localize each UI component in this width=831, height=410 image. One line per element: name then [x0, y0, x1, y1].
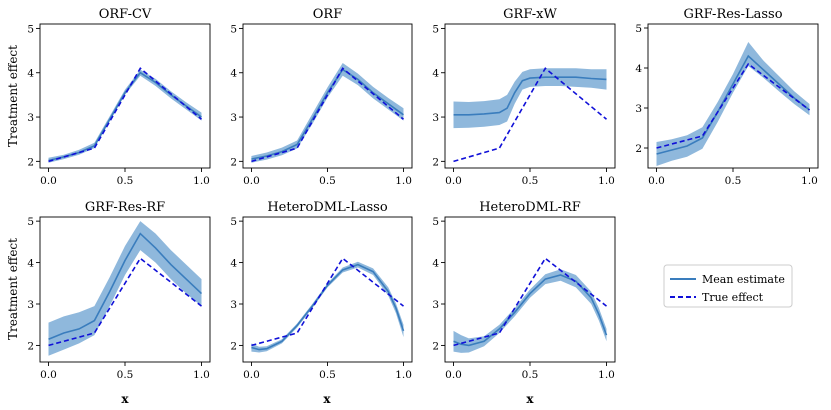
true-effect-line — [251, 257, 404, 347]
mean-estimate-line — [656, 54, 810, 155]
true-effect-line — [453, 67, 608, 163]
true-effect-line — [48, 67, 203, 163]
y-tick-label: 2 — [635, 143, 642, 155]
true-effect-line — [453, 257, 607, 347]
y-tick-label: 5 — [27, 216, 34, 228]
x-tick-label: 0.5 — [319, 175, 336, 187]
x-tick-label: 0.0 — [648, 175, 665, 187]
y-tick-label: 5 — [230, 23, 237, 35]
y-tick-label: 4 — [432, 68, 439, 80]
mean-estimate-line — [453, 76, 607, 116]
y-tick-label: 3 — [635, 103, 642, 115]
mean-estimate-line — [251, 68, 404, 160]
ylabel-row2: Treatment effect — [6, 238, 20, 340]
x-tick-label: 0.5 — [117, 369, 134, 381]
subplot-title: ORF — [313, 7, 342, 22]
y-tick-label: 3 — [432, 299, 439, 311]
subplot-title: GRF-Res-Lasso — [683, 7, 782, 22]
y-tick-label: 4 — [432, 258, 439, 270]
x-tick-label: 0.0 — [445, 175, 462, 187]
y-tick-label: 5 — [432, 23, 439, 35]
confidence-band — [48, 221, 202, 356]
mean-estimate-line — [48, 71, 202, 162]
subplot-4: 0.0 0.5 1.0 2 3 4 5 GRF-Res-Lasso — [635, 7, 819, 187]
confidence-band — [48, 69, 202, 163]
x-tick-label: 0.0 — [445, 369, 462, 381]
x-tick-label: 1.0 — [193, 175, 210, 187]
mean-estimate-line — [453, 274, 608, 347]
xlabel-col1: x — [121, 392, 129, 406]
x-tick-label: 1.0 — [395, 369, 412, 381]
subplot-7: 0.0 0.5 1.0 2 3 4 5 HeteroDML-RF — [432, 200, 616, 381]
subplot-5: 0.0 0.5 1.0 2 3 4 5 GRF-Res-RF — [27, 200, 211, 381]
y-tick-label: 3 — [230, 299, 237, 311]
y-tick-label: 5 — [635, 23, 642, 35]
y-tick-label: 2 — [230, 156, 237, 168]
x-tick-label: 1.0 — [395, 175, 412, 187]
legend: Mean estimate True effect — [663, 264, 793, 308]
x-tick-label: 0.5 — [725, 175, 742, 187]
x-tick-label: 1.0 — [598, 369, 615, 381]
ylabel-row1: Treatment effect — [6, 45, 20, 147]
x-tick-label: 1.0 — [193, 369, 210, 381]
legend-mean-label: Mean estimate — [702, 273, 785, 286]
x-tick-label: 0.5 — [319, 369, 336, 381]
y-tick-label: 4 — [230, 258, 237, 270]
y-tick-label: 4 — [230, 68, 237, 80]
confidence-band — [656, 42, 810, 166]
confidence-band — [453, 269, 607, 353]
y-tick-label: 4 — [635, 63, 642, 75]
y-tick-label: 3 — [230, 112, 237, 124]
y-tick-label: 2 — [432, 156, 439, 168]
subplot-6: 0.0 0.5 1.0 2 3 4 5 HeteroDML-Lasso — [230, 200, 413, 381]
y-tick-label: 4 — [27, 68, 34, 80]
subplot-2: 0.0 0.5 1.0 2 3 4 5 ORF — [230, 7, 413, 187]
xlabel-col2: x — [323, 392, 331, 406]
x-tick-label: 0.5 — [117, 175, 134, 187]
true-effect-line — [251, 67, 405, 163]
x-tick-label: 1.0 — [598, 175, 615, 187]
y-tick-label: 2 — [27, 156, 34, 168]
subplot-title: HeteroDML-RF — [479, 200, 581, 215]
y-tick-label: 3 — [27, 299, 34, 311]
y-tick-label: 2 — [27, 340, 34, 352]
xlabel-col3: x — [526, 392, 534, 406]
x-tick-label: 0.0 — [40, 369, 57, 381]
mean-estimate-line — [48, 232, 203, 340]
subplot-3: 0.0 0.5 1.0 2 3 4 5 GRF-xW — [432, 7, 616, 187]
x-tick-label: 0.0 — [243, 175, 260, 187]
x-tick-label: 0.5 — [522, 175, 539, 187]
y-tick-label: 2 — [432, 340, 439, 352]
legend-true-label: True effect — [702, 291, 764, 304]
subplot-title: HeteroDML-Lasso — [267, 200, 387, 215]
y-tick-label: 4 — [27, 258, 34, 270]
y-tick-label: 3 — [27, 112, 34, 124]
confidence-band — [251, 63, 404, 163]
y-tick-label: 5 — [27, 23, 34, 35]
x-tick-label: 0.0 — [40, 175, 57, 187]
true-effect-line — [48, 257, 202, 347]
subplot-1: 0.0 0.5 1.0 2 3 4 5 ORF-CV — [27, 7, 211, 187]
x-tick-label: 0.0 — [243, 369, 260, 381]
x-tick-label: 1.0 — [801, 175, 818, 187]
x-tick-label: 0.5 — [522, 369, 539, 381]
true-effect-line — [656, 62, 810, 149]
subplot-title: GRF-Res-RF — [85, 200, 165, 215]
y-tick-label: 5 — [432, 216, 439, 228]
y-tick-label: 3 — [432, 112, 439, 124]
y-tick-label: 2 — [230, 340, 237, 352]
subplot-title: ORF-CV — [99, 7, 152, 22]
mean-estimate-line — [251, 263, 405, 351]
y-tick-label: 5 — [230, 216, 237, 228]
confidence-band — [251, 261, 404, 353]
subplot-title: GRF-xW — [503, 7, 557, 22]
